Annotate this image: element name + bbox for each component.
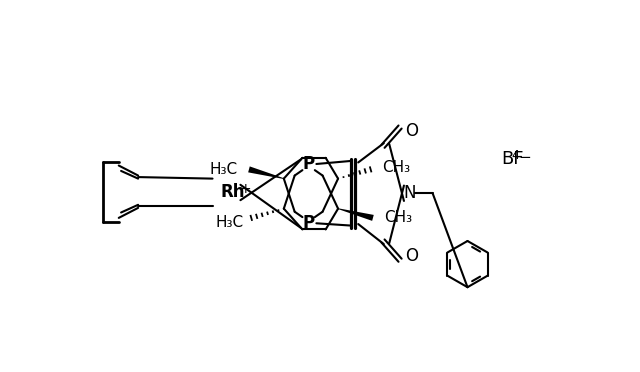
Text: P: P [303, 214, 315, 232]
Text: H₃C: H₃C [209, 162, 237, 177]
Text: 4: 4 [511, 149, 520, 162]
Text: H₃C: H₃C [216, 215, 244, 230]
Text: O: O [405, 247, 418, 265]
Text: Rh: Rh [220, 183, 245, 202]
Polygon shape [338, 208, 374, 221]
Text: BF: BF [501, 150, 524, 168]
Text: O: O [405, 122, 418, 140]
Text: CH₃: CH₃ [384, 211, 412, 225]
Polygon shape [248, 166, 284, 179]
Text: P: P [303, 155, 315, 173]
Text: −: − [518, 150, 531, 164]
Text: +: + [239, 182, 251, 196]
Text: CH₃: CH₃ [382, 160, 410, 175]
Text: N: N [403, 184, 415, 202]
